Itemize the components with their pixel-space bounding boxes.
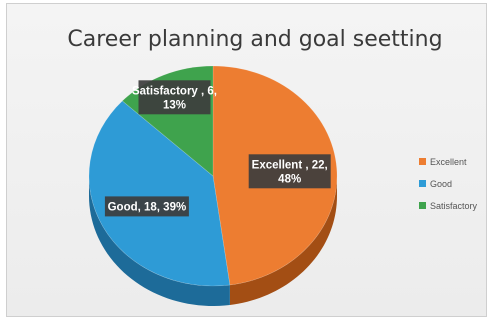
data-label-box — [138, 80, 211, 115]
legend-swatch — [419, 202, 426, 209]
data-label-good: Good, 18, 39% — [104, 196, 189, 217]
legend-swatch — [419, 180, 426, 187]
legend-swatch — [419, 158, 426, 165]
chart-frame: Career planning and goal seetting Excell… — [6, 3, 487, 317]
data-label-text: Excellent , 22, — [252, 159, 328, 171]
data-label-text: Good, 18, 39% — [108, 201, 187, 213]
legend-label: Satisfactory — [430, 201, 478, 211]
data-label-text: 13% — [163, 99, 186, 111]
legend-item-satisfactory: Satisfactory — [419, 201, 478, 211]
data-label-text: Satisfactory , 6, — [132, 85, 217, 97]
data-label-text: 48% — [278, 173, 301, 185]
legend: Excellent Good Satisfactory — [419, 157, 478, 211]
legend-item-good: Good — [419, 179, 452, 189]
chart-title: Career planning and goal seetting — [67, 27, 442, 52]
pie-side-good — [89, 176, 230, 306]
pie-side-excellent — [229, 176, 337, 305]
data-label-excellent: Excellent , 22, 48% — [248, 154, 331, 189]
legend-label: Excellent — [430, 157, 467, 167]
pie-slice-good — [88, 100, 231, 287]
legend-label: Good — [430, 179, 452, 189]
data-label-box — [248, 154, 331, 189]
data-labels: Excellent , 22, 48% Good, 18, 39% Satisfact… — [104, 80, 331, 217]
chart-svg: Career planning and goal seetting Excell… — [67, 27, 478, 306]
data-label-box — [104, 196, 189, 217]
data-label-satisfactory: Satisfactory , 6, 13% — [132, 80, 217, 115]
legend-item-excellent: Excellent — [419, 157, 467, 167]
